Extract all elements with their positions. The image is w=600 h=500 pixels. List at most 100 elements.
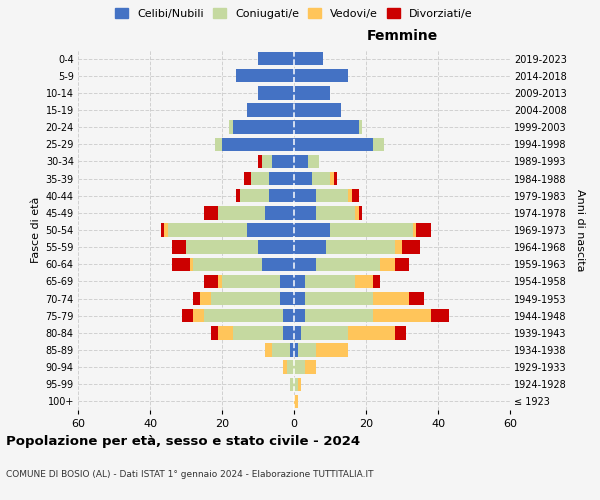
Bar — [283, 326, 294, 340]
Bar — [193, 258, 262, 271]
Bar — [294, 224, 330, 236]
Text: Popolazione per età, sesso e stato civile - 2024: Popolazione per età, sesso e stato civil… — [6, 435, 360, 448]
Bar — [294, 138, 373, 151]
Bar — [193, 292, 200, 306]
Bar — [294, 86, 330, 100]
Bar — [395, 258, 409, 271]
Bar — [193, 309, 204, 322]
Bar — [244, 172, 251, 186]
Bar — [294, 378, 298, 391]
Bar — [355, 274, 373, 288]
Bar — [215, 138, 222, 151]
Bar — [287, 360, 294, 374]
Bar — [308, 154, 319, 168]
Bar — [316, 206, 355, 220]
Bar — [409, 292, 424, 306]
Bar — [294, 394, 298, 408]
Bar — [305, 360, 316, 374]
Bar — [348, 326, 395, 340]
Bar — [222, 274, 280, 288]
Bar — [236, 69, 294, 82]
Bar — [294, 360, 305, 374]
Bar — [168, 224, 247, 236]
Bar — [262, 258, 294, 271]
Bar — [294, 172, 312, 186]
Bar — [258, 154, 262, 168]
Text: COMUNE DI BOSIO (AL) - Dati ISTAT 1° gennaio 2024 - Elaborazione TUTTITALIA.IT: COMUNE DI BOSIO (AL) - Dati ISTAT 1° gen… — [6, 470, 373, 479]
Bar — [416, 224, 431, 236]
Bar — [218, 326, 233, 340]
Bar — [182, 309, 193, 322]
Bar — [172, 258, 190, 271]
Bar — [305, 274, 355, 288]
Bar — [294, 240, 326, 254]
Bar — [283, 309, 294, 322]
Bar — [294, 326, 301, 340]
Bar — [294, 154, 308, 168]
Bar — [298, 378, 301, 391]
Bar — [359, 120, 362, 134]
Bar — [218, 206, 265, 220]
Bar — [294, 274, 305, 288]
Bar — [294, 52, 323, 66]
Y-axis label: Fasce di età: Fasce di età — [31, 197, 41, 263]
Bar — [211, 292, 280, 306]
Bar — [200, 292, 211, 306]
Bar — [316, 258, 380, 271]
Bar — [294, 120, 359, 134]
Bar — [294, 69, 348, 82]
Bar — [294, 189, 316, 202]
Bar — [373, 138, 384, 151]
Bar — [294, 206, 316, 220]
Bar — [395, 240, 402, 254]
Bar — [294, 309, 305, 322]
Bar — [204, 309, 283, 322]
Bar — [190, 258, 193, 271]
Bar — [247, 224, 294, 236]
Bar — [262, 154, 272, 168]
Bar — [290, 344, 294, 356]
Bar — [294, 104, 341, 117]
Bar — [280, 292, 294, 306]
Bar — [334, 172, 337, 186]
Bar — [283, 360, 287, 374]
Bar — [186, 240, 258, 254]
Bar — [294, 258, 316, 271]
Bar — [330, 172, 334, 186]
Bar — [380, 258, 395, 271]
Bar — [265, 206, 294, 220]
Bar — [233, 120, 294, 134]
Bar — [348, 189, 352, 202]
Bar — [272, 344, 290, 356]
Bar — [164, 224, 168, 236]
Bar — [305, 309, 373, 322]
Bar — [431, 309, 449, 322]
Bar — [373, 292, 409, 306]
Bar — [269, 172, 294, 186]
Bar — [229, 120, 233, 134]
Bar — [312, 172, 330, 186]
Bar — [269, 189, 294, 202]
Bar — [258, 52, 294, 66]
Bar — [413, 224, 416, 236]
Bar — [305, 292, 373, 306]
Bar — [316, 344, 348, 356]
Bar — [172, 240, 186, 254]
Bar — [211, 326, 218, 340]
Bar — [373, 274, 380, 288]
Bar — [402, 240, 420, 254]
Bar — [222, 138, 294, 151]
Bar — [272, 154, 294, 168]
Text: Femmine: Femmine — [367, 29, 437, 43]
Bar — [204, 206, 218, 220]
Legend: Celibi/Nubili, Coniugati/e, Vedovi/e, Divorziati/e: Celibi/Nubili, Coniugati/e, Vedovi/e, Di… — [115, 8, 473, 19]
Bar — [316, 189, 348, 202]
Bar — [258, 240, 294, 254]
Bar — [218, 274, 222, 288]
Bar — [359, 206, 362, 220]
Bar — [233, 326, 283, 340]
Bar — [298, 344, 316, 356]
Bar — [373, 309, 431, 322]
Bar — [280, 274, 294, 288]
Bar — [395, 326, 406, 340]
